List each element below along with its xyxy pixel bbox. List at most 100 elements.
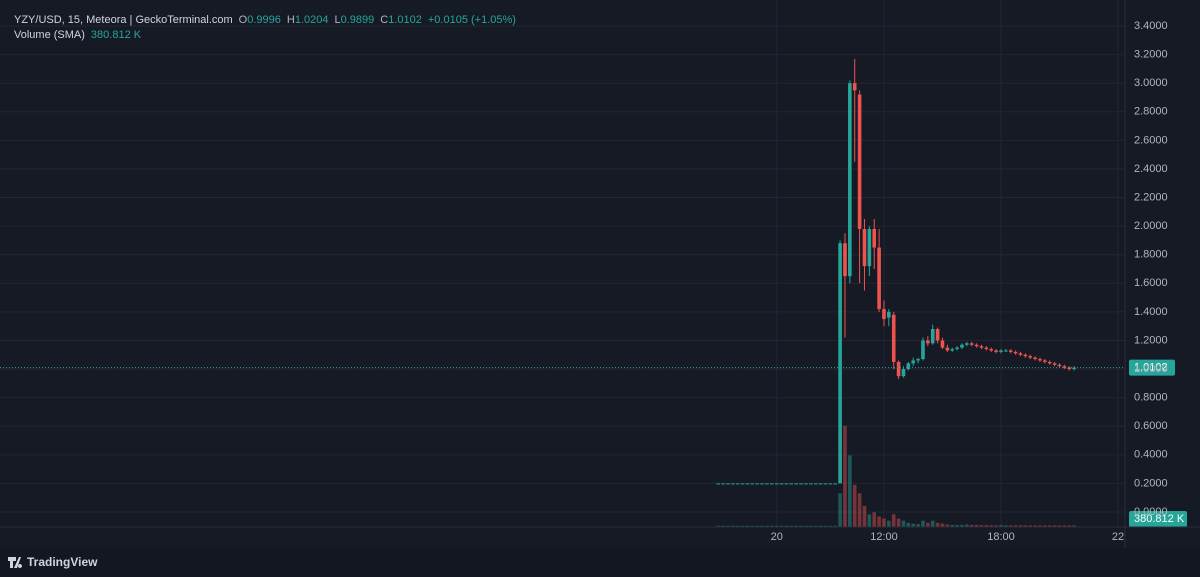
candle-body — [974, 344, 979, 347]
brand-logo[interactable]: TradingView — [8, 555, 98, 569]
x-tick-label: 12:00 — [870, 531, 898, 543]
candle-body — [1072, 367, 1076, 370]
y-tick-label: 2.0000 — [1134, 220, 1168, 232]
volume-bar — [794, 525, 799, 527]
volume-bar — [960, 524, 964, 527]
x-tick-label: 18:00 — [987, 531, 1015, 543]
candle-body — [1067, 367, 1072, 370]
volume-bar — [891, 514, 896, 527]
x-tick-label: 20 — [771, 531, 783, 543]
candle-body — [823, 483, 828, 485]
candle-body — [843, 243, 847, 277]
volume-bar — [818, 525, 823, 527]
candle-body — [740, 483, 745, 485]
candle-body — [731, 483, 735, 485]
volume-bar — [1028, 525, 1033, 527]
y-tick-label: 3.0000 — [1134, 77, 1168, 89]
y-tick-label: 1.6000 — [1134, 277, 1168, 289]
candle-body — [989, 349, 994, 351]
volume-bar — [765, 525, 769, 527]
volume-bar — [979, 525, 984, 527]
volume-bar — [1013, 525, 1018, 527]
candle-body — [960, 344, 964, 348]
candle-body — [896, 361, 901, 377]
volume-bar — [994, 525, 998, 527]
ohlc-value: 1.0204 — [295, 14, 329, 26]
volume-bar — [1008, 525, 1013, 527]
candle-body — [921, 340, 925, 360]
volume-bar — [911, 523, 916, 527]
ohlc-value: 0.9899 — [341, 14, 375, 26]
y-tick-label: 0.0000 — [1134, 506, 1168, 518]
ohlc-label: H — [287, 14, 295, 26]
volume-bar — [745, 525, 750, 527]
volume-bar — [726, 525, 730, 527]
volume-bar — [921, 520, 925, 527]
volume-bar — [945, 524, 950, 527]
candle-body — [760, 483, 764, 485]
candle-body — [755, 483, 760, 485]
candle-body — [852, 83, 857, 91]
candle-body — [1057, 364, 1062, 367]
candle-body — [999, 350, 1003, 352]
volume-legend: Volume (SMA) 380.812 K — [14, 29, 142, 41]
candle-body — [784, 483, 789, 485]
y-tick-label: 2.6000 — [1134, 134, 1168, 146]
volume-bar — [823, 525, 828, 527]
candle-body — [940, 340, 945, 348]
volume-bar — [896, 518, 901, 527]
y-tick-label: 1.4000 — [1134, 306, 1168, 318]
candle-body — [994, 350, 998, 352]
candle-body — [882, 309, 886, 320]
candle-body — [1018, 353, 1023, 355]
candle-body — [1038, 359, 1042, 361]
volume-bar — [852, 484, 857, 527]
candle-body — [857, 94, 862, 229]
candle-body — [833, 483, 838, 485]
volume-bar — [833, 525, 838, 527]
candle-body — [1013, 351, 1018, 354]
volume-bar — [735, 525, 740, 527]
candle-body — [945, 347, 950, 351]
volume-bar — [965, 524, 969, 527]
volume-bar — [731, 525, 735, 527]
candle-body — [818, 483, 823, 485]
volume-bar — [755, 525, 760, 527]
candle-body — [813, 483, 818, 485]
candle-body — [1033, 357, 1037, 360]
y-tick-label: 2.4000 — [1134, 163, 1168, 175]
candle-body — [950, 349, 955, 351]
candle-body — [911, 360, 916, 364]
candle-body — [862, 228, 867, 267]
ohlc-value: 0.9996 — [247, 14, 281, 26]
candle-body — [716, 483, 721, 485]
candle-body — [1004, 350, 1008, 352]
brand-text: TradingView — [27, 555, 98, 569]
volume-bar — [901, 520, 906, 527]
y-tick-label: 3.2000 — [1134, 49, 1168, 61]
volume-bar — [1067, 525, 1072, 527]
volume-tag — [1129, 511, 1187, 527]
volume-bar — [984, 525, 989, 527]
candle-body — [1028, 356, 1033, 358]
volume-bar — [760, 525, 764, 527]
volume-value: 380.812 K — [91, 29, 142, 41]
legend-title: YZY/USD, 15, Meteora | GeckoTerminal.com — [14, 14, 233, 26]
candle-body — [804, 483, 808, 485]
volume-bar — [867, 514, 872, 527]
volume-bar — [887, 520, 891, 527]
candle-body — [955, 347, 959, 350]
candle-body — [935, 329, 940, 341]
volume-bar — [940, 523, 945, 527]
volume-bar — [1004, 525, 1008, 527]
y-tick-label: 2.8000 — [1134, 106, 1168, 118]
candle-body — [770, 483, 774, 485]
candle-body — [916, 359, 920, 361]
volume-bar — [1047, 525, 1052, 527]
volume-bar — [1023, 525, 1028, 527]
candle-body — [828, 483, 833, 485]
ohlc-label: C — [380, 14, 388, 26]
volume-bar — [779, 525, 784, 527]
candle-body — [765, 483, 769, 485]
volume-bar — [935, 522, 940, 527]
